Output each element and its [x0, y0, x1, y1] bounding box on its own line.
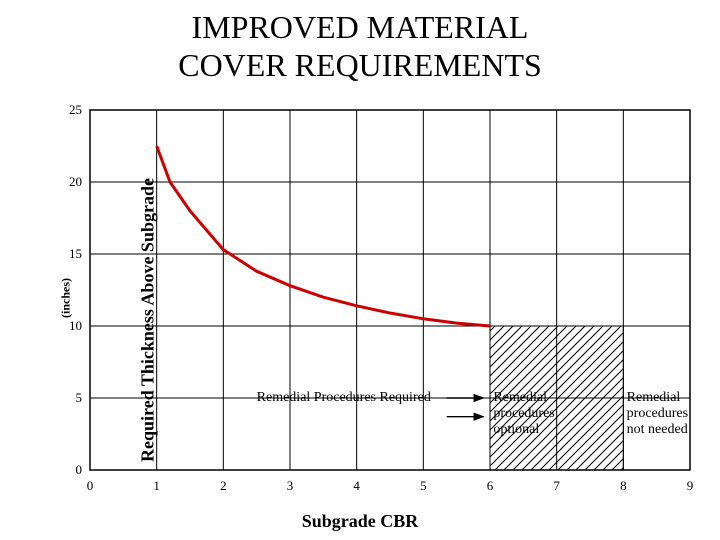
- y-tick: 25: [69, 102, 82, 118]
- chart-title: IMPROVED MATERIAL COVER REQUIREMENTS: [0, 0, 720, 85]
- y-tick: 0: [76, 462, 83, 478]
- y-tick: 20: [69, 174, 82, 190]
- y-tick: 10: [69, 318, 82, 334]
- y-tick: 5: [76, 390, 83, 406]
- x-tick: 1: [153, 478, 160, 494]
- x-tick: 0: [87, 478, 94, 494]
- x-tick: 9: [687, 478, 694, 494]
- y-tick: 15: [69, 246, 82, 262]
- title-line2: COVER REQUIREMENTS: [178, 47, 542, 83]
- annot-required: Remedial Procedures Required: [257, 390, 431, 406]
- x-tick: 7: [553, 478, 560, 494]
- y-axis-unit: (inches): [59, 278, 74, 318]
- x-tick: 3: [287, 478, 294, 494]
- x-tick: 5: [420, 478, 427, 494]
- x-tick: 2: [220, 478, 227, 494]
- title-line1: IMPROVED MATERIAL: [192, 9, 529, 45]
- annot-optional: Remedialproceduresoptional: [493, 390, 554, 438]
- chart-container: Required Thickness Above Subgrade (inche…: [0, 100, 720, 540]
- annot-notneeded: Remedialproceduresnot needed: [627, 390, 688, 438]
- x-tick: 8: [620, 478, 627, 494]
- x-tick: 4: [353, 478, 360, 494]
- x-axis-label: Subgrade CBR: [302, 511, 419, 532]
- plot-area: 01234567890510152025 Remedial Procedures…: [90, 110, 690, 470]
- x-tick: 6: [487, 478, 494, 494]
